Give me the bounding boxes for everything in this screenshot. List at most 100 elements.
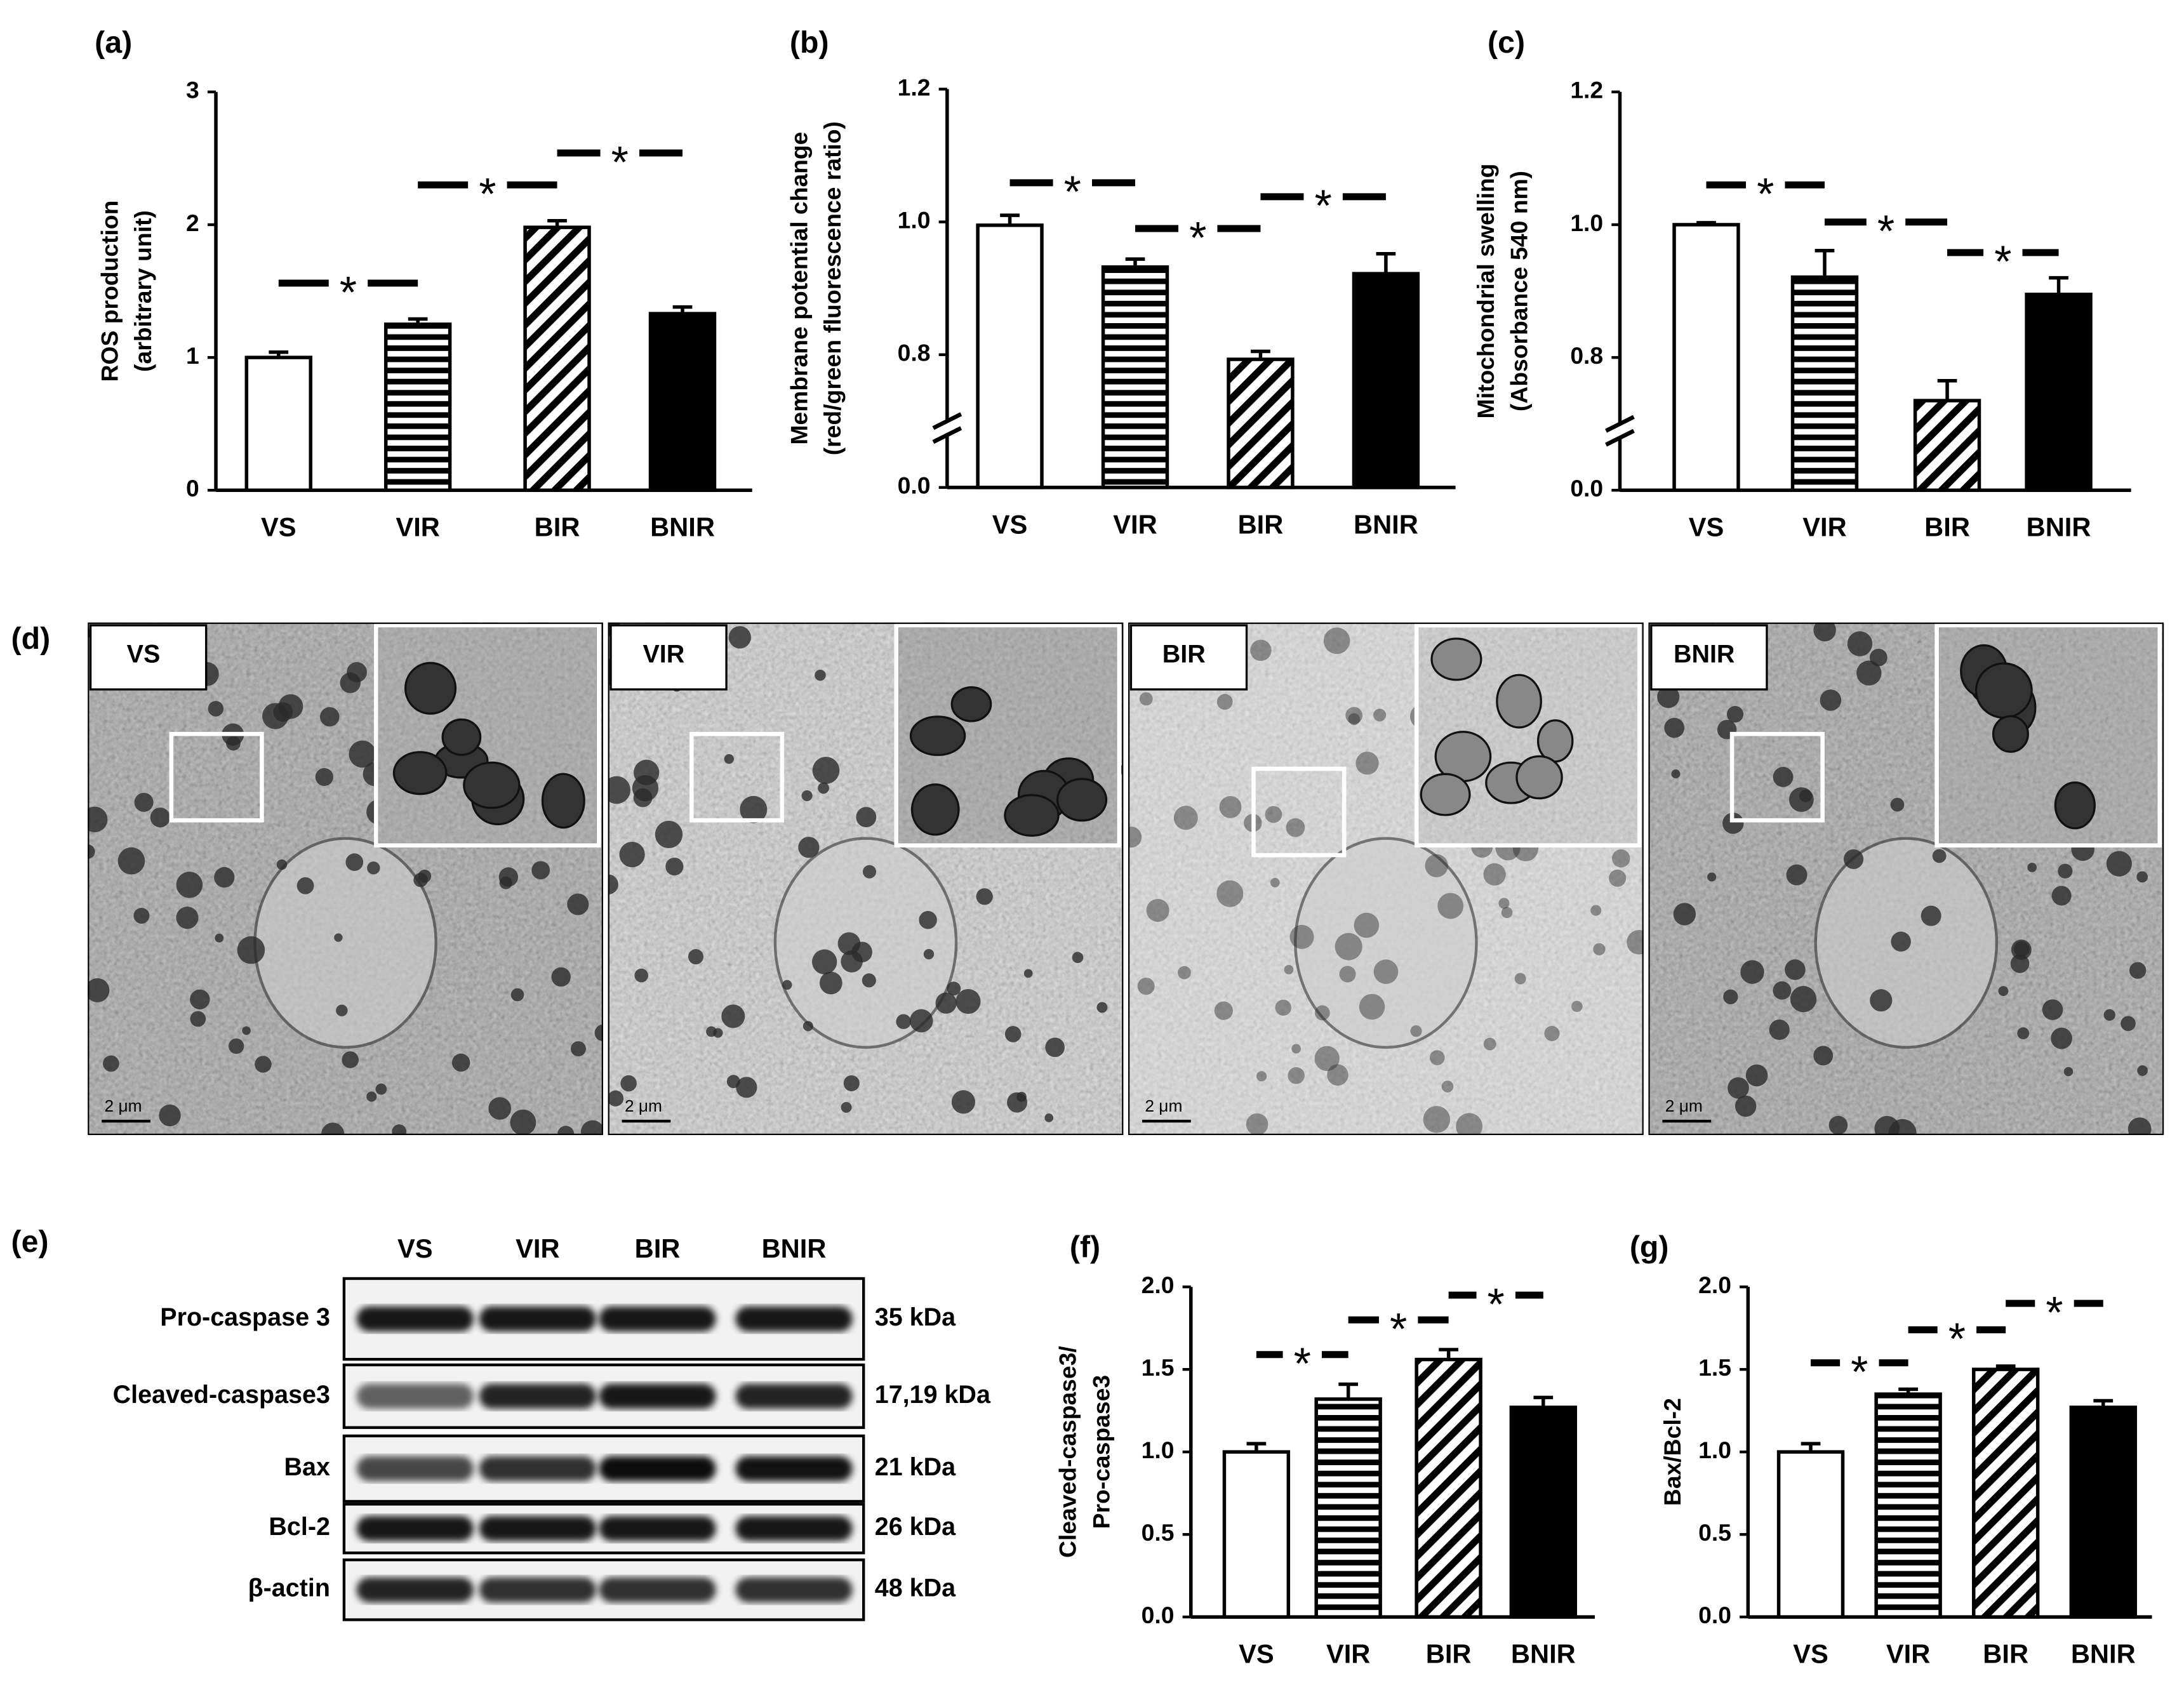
organelle (418, 869, 432, 883)
organelle (2121, 1016, 2136, 1032)
organelle (726, 1075, 740, 1089)
x-tick-label: BIR (1426, 1639, 1472, 1669)
organelle (1256, 1071, 1267, 1082)
organelle (951, 1090, 975, 1114)
organelle (1790, 986, 1817, 1013)
significance-label: * (1488, 1279, 1505, 1329)
organelle (2051, 886, 2072, 906)
organelle (812, 949, 837, 974)
y-axis-label: Pro-caspase3 (1088, 1375, 1114, 1529)
organelle (1456, 1113, 1483, 1136)
bar (1509, 1406, 1578, 1619)
axis-break (1605, 415, 1635, 433)
blot-band (356, 1383, 474, 1409)
organelle (1773, 981, 1792, 1000)
blot-band (599, 1516, 716, 1541)
organelle (818, 782, 829, 794)
organelle (1339, 966, 1356, 983)
organelle (801, 790, 813, 802)
organelle (841, 1101, 852, 1113)
micrograph-label: BNIR (1674, 641, 1735, 668)
organelle (862, 865, 877, 879)
organelle (498, 867, 519, 887)
organelle (2058, 863, 2073, 879)
organelle (1571, 1000, 1583, 1013)
organelle (2063, 1067, 2074, 1077)
organelle (1284, 964, 1294, 974)
zoom-box (169, 731, 264, 823)
blot-band (356, 1306, 474, 1332)
organelle (1769, 1020, 1790, 1040)
organelle (510, 988, 524, 1002)
organelle (2042, 999, 2063, 1020)
organelle (215, 933, 224, 943)
y-axis-label: (red/green fluorescence ratio) (819, 121, 846, 455)
organelle (321, 1122, 345, 1136)
panel-label: (d) (11, 621, 51, 656)
y-tick-label: 1.2 (1570, 77, 1603, 103)
micrograph-label: VS (127, 641, 161, 668)
panel-label: (c) (1488, 25, 1525, 60)
blot-band (599, 1577, 716, 1603)
significance-label: * (1294, 1338, 1311, 1388)
y-tick-label: 0.8 (1570, 342, 1603, 369)
panel-label: (a) (95, 25, 132, 60)
mitochondrion (1056, 778, 1108, 822)
organelle (782, 980, 792, 990)
organelle (190, 989, 210, 1009)
organelle (1514, 973, 1526, 985)
organelle (935, 992, 957, 1014)
mitochondrion (1974, 662, 2033, 719)
organelle (551, 967, 571, 987)
bar (2069, 1406, 2137, 1619)
blot-band (735, 1516, 853, 1541)
significance-label: * (1877, 206, 1894, 256)
organelle (1932, 849, 1947, 863)
organelle (1288, 1067, 1305, 1084)
organelle (208, 701, 224, 717)
bar (523, 225, 591, 492)
blot-band (356, 1516, 474, 1541)
significance-label: * (1315, 180, 1332, 230)
organelle (1250, 639, 1272, 661)
scale-bar-label: 2 μm (105, 1096, 142, 1115)
blot-band (735, 1306, 853, 1332)
scale-bar-label: 2 μm (1145, 1096, 1182, 1115)
organelle (1354, 912, 1380, 938)
organelle (2010, 954, 2030, 973)
significance-label: * (1851, 1346, 1868, 1397)
significance-label: * (1757, 169, 1774, 219)
organelle (736, 1077, 757, 1098)
organelle (1856, 660, 1882, 686)
y-tick-label: 1.2 (898, 74, 931, 100)
bar (1352, 272, 1420, 489)
organelle (1425, 854, 1448, 877)
organelle (1735, 1095, 1757, 1117)
organelle (1870, 989, 1893, 1012)
significance-label: * (340, 267, 357, 317)
bar (1672, 223, 1740, 492)
bar (1776, 1450, 1845, 1619)
organelle (1429, 1050, 1445, 1065)
significance-label: * (479, 169, 496, 219)
panel-label: (f) (1070, 1230, 1100, 1265)
organelle (923, 948, 935, 960)
y-tick-label: 0.0 (1570, 475, 1603, 502)
organelle (2136, 871, 2148, 883)
organelle (896, 1014, 911, 1030)
mitochondrion (1992, 715, 2029, 753)
label-box (89, 624, 208, 691)
organelle (713, 1028, 723, 1038)
organelle (608, 1090, 624, 1107)
bar (1874, 1392, 1942, 1619)
organelle (1501, 907, 1513, 919)
label-box (1650, 624, 1768, 691)
organelle (1345, 707, 1363, 724)
protein-label: Bcl-2 (269, 1513, 330, 1541)
organelle (1314, 1005, 1330, 1021)
organelle (1590, 905, 1602, 916)
blot-band (479, 1516, 596, 1541)
bar (383, 322, 452, 492)
bar (1222, 1450, 1291, 1619)
protein-label: β-actin (248, 1574, 330, 1602)
